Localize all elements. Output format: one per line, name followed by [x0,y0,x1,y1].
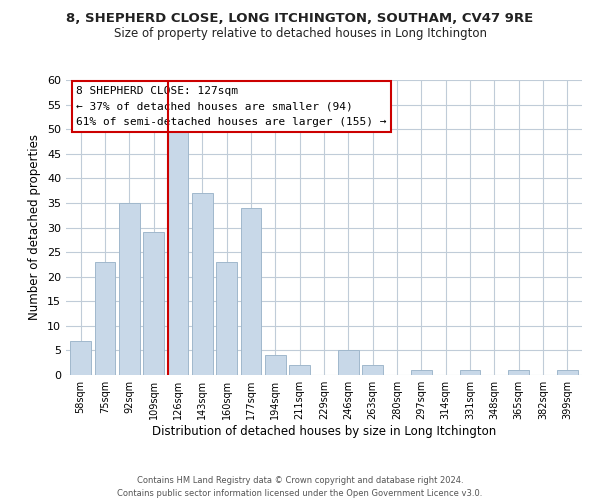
Bar [70,340,91,375]
Bar [241,208,262,375]
Bar [338,350,359,375]
Bar [167,129,188,375]
Bar [557,370,578,375]
Text: Contains HM Land Registry data © Crown copyright and database right 2024.
Contai: Contains HM Land Registry data © Crown c… [118,476,482,498]
X-axis label: Distribution of detached houses by size in Long Itchington: Distribution of detached houses by size … [152,425,496,438]
Bar [460,370,481,375]
Y-axis label: Number of detached properties: Number of detached properties [28,134,41,320]
Bar [362,365,383,375]
Bar [411,370,432,375]
Bar [289,365,310,375]
Text: 8 SHEPHERD CLOSE: 127sqm
← 37% of detached houses are smaller (94)
61% of semi-d: 8 SHEPHERD CLOSE: 127sqm ← 37% of detach… [76,86,387,127]
Text: Size of property relative to detached houses in Long Itchington: Size of property relative to detached ho… [113,28,487,40]
Bar [508,370,529,375]
Bar [216,262,237,375]
Text: 8, SHEPHERD CLOSE, LONG ITCHINGTON, SOUTHAM, CV47 9RE: 8, SHEPHERD CLOSE, LONG ITCHINGTON, SOUT… [67,12,533,26]
Bar [143,232,164,375]
Bar [192,193,212,375]
Bar [95,262,115,375]
Bar [265,356,286,375]
Bar [119,203,140,375]
